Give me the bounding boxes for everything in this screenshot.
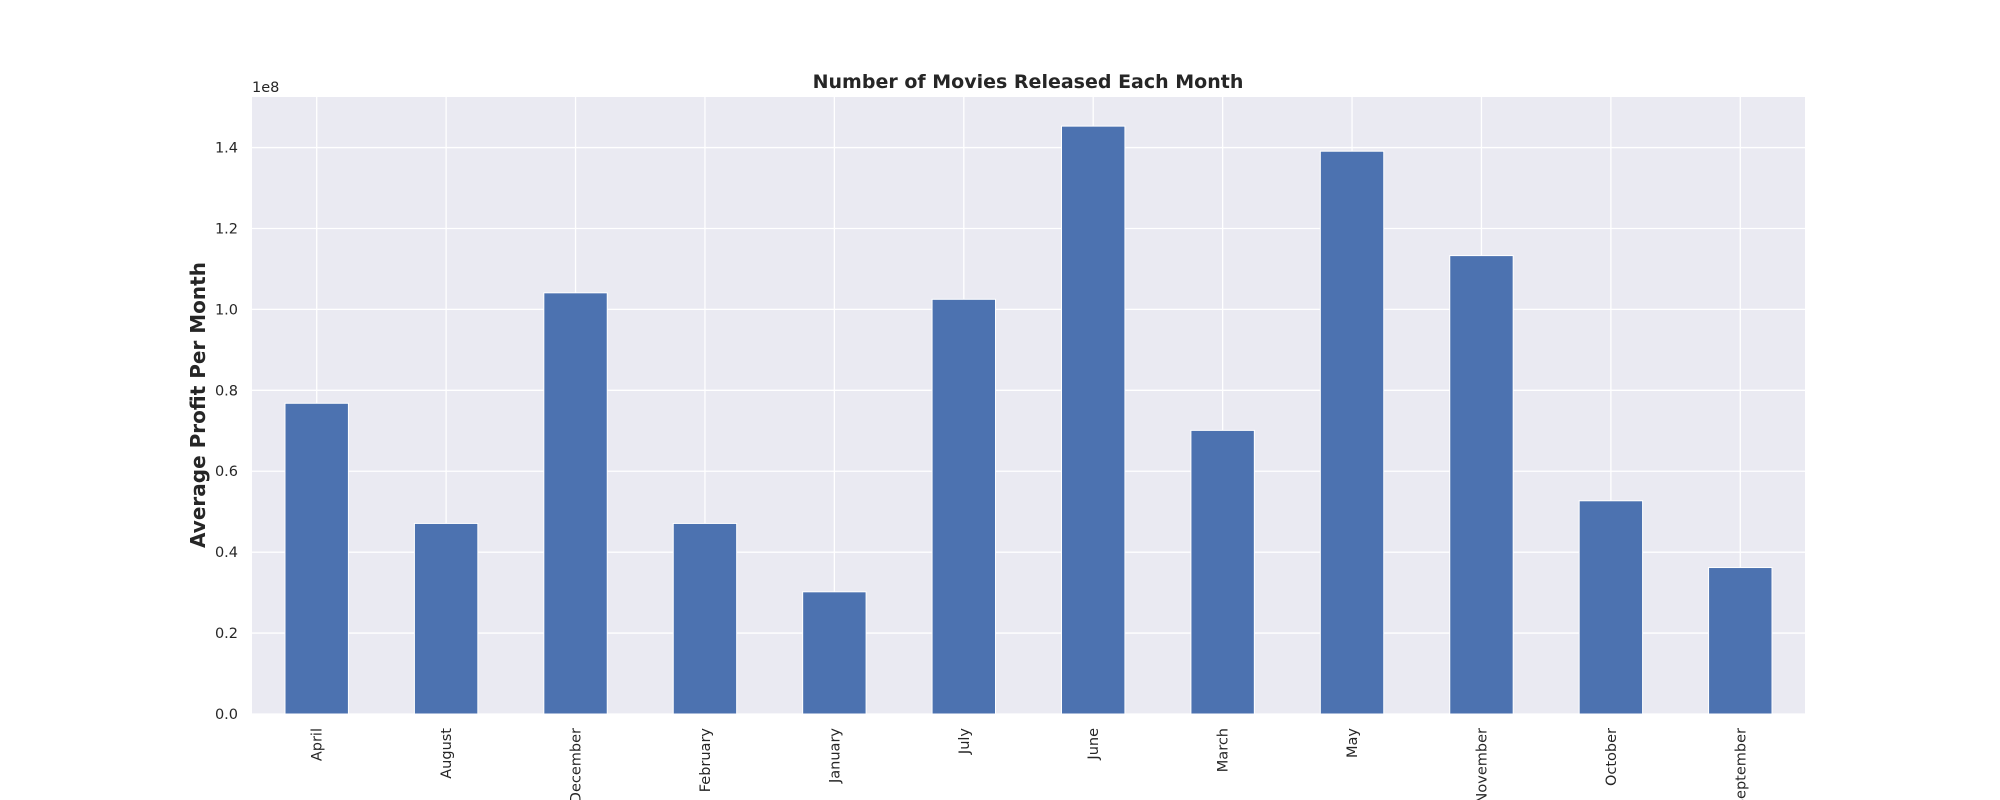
y-axis-offset-label: 1e8 — [252, 80, 279, 96]
bars — [284, 125, 1773, 715]
y-tick-label: 0.6 — [215, 464, 238, 480]
bar-october — [1578, 500, 1644, 715]
bar-july — [931, 298, 996, 715]
x-tick-label: October — [1604, 728, 1620, 786]
y-tick-label: 1.4 — [215, 141, 238, 157]
bar-january — [802, 591, 867, 715]
x-tick-label: May — [1345, 728, 1361, 758]
chart-title: Number of Movies Released Each Month — [813, 71, 1244, 93]
x-tick-label: November — [1474, 728, 1490, 800]
x-tick-label: September — [1733, 728, 1749, 800]
x-tick-label: June — [1086, 728, 1102, 761]
bar-december — [543, 292, 608, 715]
x-tick-label: January — [827, 728, 843, 784]
y-tick-label: 1.2 — [215, 221, 238, 237]
bar-march — [1190, 429, 1255, 715]
x-tick-label: August — [439, 728, 455, 779]
plot-area — [252, 97, 1805, 714]
x-tick-label: April — [310, 728, 326, 761]
bar-november — [1449, 255, 1514, 715]
bar-may — [1319, 150, 1385, 715]
y-tick-label: 0.8 — [215, 383, 238, 399]
bar-february — [672, 522, 738, 715]
x-tick-labels: April August December February January July Ju… — [310, 728, 1750, 800]
x-tick-label: December — [569, 728, 585, 800]
y-tick-label: 1.0 — [215, 302, 238, 318]
y-tick-label: 0.2 — [215, 626, 238, 642]
bar-september — [1708, 567, 1773, 715]
y-tick-labels: 0.0 0.2 0.4 0.6 0.8 1.0 1.2 1.4 — [215, 141, 238, 723]
y-tick-label: 0.4 — [215, 545, 238, 561]
x-tick-label: March — [1216, 728, 1232, 772]
y-tick-label: 0.0 — [215, 707, 238, 723]
bar-april — [284, 402, 349, 715]
bar-june — [1061, 125, 1126, 715]
bar-august — [413, 522, 479, 715]
x-tick-label: July — [957, 728, 973, 755]
y-axis-label: Average Profit Per Month — [186, 262, 210, 548]
x-tick-label: February — [698, 728, 714, 793]
